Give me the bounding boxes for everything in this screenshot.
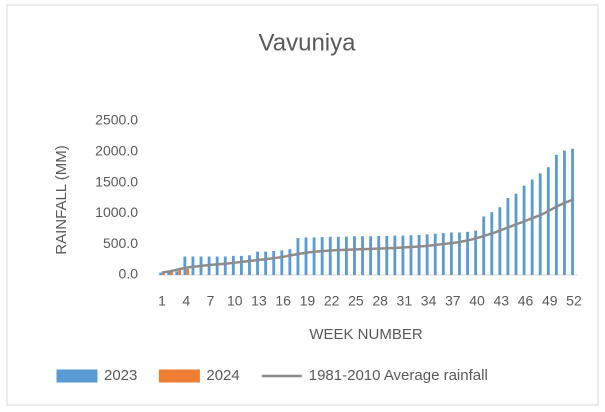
bar — [183, 256, 187, 275]
bar — [530, 179, 534, 275]
bar — [466, 231, 469, 275]
bar — [490, 212, 494, 275]
bar — [449, 232, 453, 275]
bar — [215, 256, 219, 275]
bar — [320, 237, 324, 275]
x-tick-label: 10 — [227, 293, 243, 309]
x-tick-label: 34 — [421, 293, 437, 309]
bar — [369, 236, 373, 275]
bar — [458, 232, 461, 275]
y-tick-label: 0.0 — [119, 266, 139, 282]
x-axis-title: WEEK NUMBER — [309, 326, 423, 343]
y-tick-label: 1500.0 — [95, 173, 138, 189]
chart-title: Vavuniya — [259, 29, 357, 56]
x-tick-label: 16 — [275, 293, 291, 309]
bar — [304, 237, 308, 275]
x-tick-label: 43 — [493, 293, 509, 309]
bar — [506, 198, 510, 275]
x-tick-label: 25 — [348, 293, 364, 309]
bar — [409, 235, 413, 275]
bar — [186, 268, 190, 275]
bar — [393, 235, 397, 275]
x-tick-label: 46 — [518, 293, 534, 309]
bar — [425, 234, 429, 275]
bar — [328, 236, 332, 275]
y-tick-label: 2500.0 — [95, 112, 138, 128]
y-tick-label: 500.0 — [103, 235, 138, 251]
bar — [433, 233, 437, 275]
bar — [538, 173, 542, 275]
bar — [312, 237, 316, 275]
bar — [159, 272, 163, 275]
bar — [288, 249, 292, 275]
bar — [361, 236, 364, 275]
legend-swatch — [56, 369, 98, 383]
bar — [546, 167, 550, 275]
bar — [162, 273, 165, 275]
bar — [385, 235, 389, 275]
bar — [175, 271, 179, 275]
bar — [571, 148, 574, 275]
x-tick-label: 37 — [445, 293, 461, 309]
bar — [280, 250, 284, 275]
bar — [417, 234, 421, 275]
bar — [178, 270, 182, 275]
bar — [401, 235, 405, 275]
x-tick-label: 4 — [182, 293, 190, 309]
legend-label: 2024 — [206, 367, 239, 384]
x-tick-label: 7 — [207, 293, 215, 309]
bar — [353, 236, 356, 275]
line — [161, 198, 575, 274]
bar — [170, 271, 173, 275]
y-tick-label: 1000.0 — [95, 204, 138, 220]
bar — [167, 272, 171, 275]
x-tick-label: 22 — [324, 293, 340, 309]
bar — [264, 251, 268, 275]
legend-swatch — [158, 369, 200, 383]
x-tick-label: 28 — [372, 293, 388, 309]
bar — [554, 154, 558, 275]
bar — [522, 185, 526, 275]
x-tick-label: 52 — [566, 293, 582, 309]
bar — [514, 193, 518, 275]
x-tick-label: 19 — [300, 293, 316, 309]
legend-label: 2023 — [104, 367, 137, 384]
bar — [231, 255, 235, 275]
bar — [482, 216, 486, 275]
bar — [498, 207, 502, 275]
bar — [336, 236, 340, 275]
chart-border — [6, 4, 599, 406]
bar — [441, 233, 445, 275]
x-tick-label: 31 — [397, 293, 413, 309]
x-tick-label: 13 — [251, 293, 267, 309]
bar — [296, 238, 300, 275]
bar — [272, 250, 276, 275]
x-tick-label: 40 — [469, 293, 485, 309]
legend-label: 1981-2010 Average rainfall — [309, 367, 488, 384]
x-tick-label: 1 — [158, 293, 166, 309]
y-tick-label: 2000.0 — [95, 143, 138, 159]
y-axis-title: RAINFALL (MM) — [53, 145, 70, 254]
bar — [474, 230, 478, 275]
bar — [223, 256, 227, 275]
bar — [563, 150, 566, 275]
bar — [377, 235, 381, 275]
bar — [256, 251, 259, 275]
bar — [344, 236, 348, 275]
bar — [248, 255, 251, 275]
x-tick-label: 49 — [542, 293, 558, 309]
bar — [239, 255, 243, 275]
